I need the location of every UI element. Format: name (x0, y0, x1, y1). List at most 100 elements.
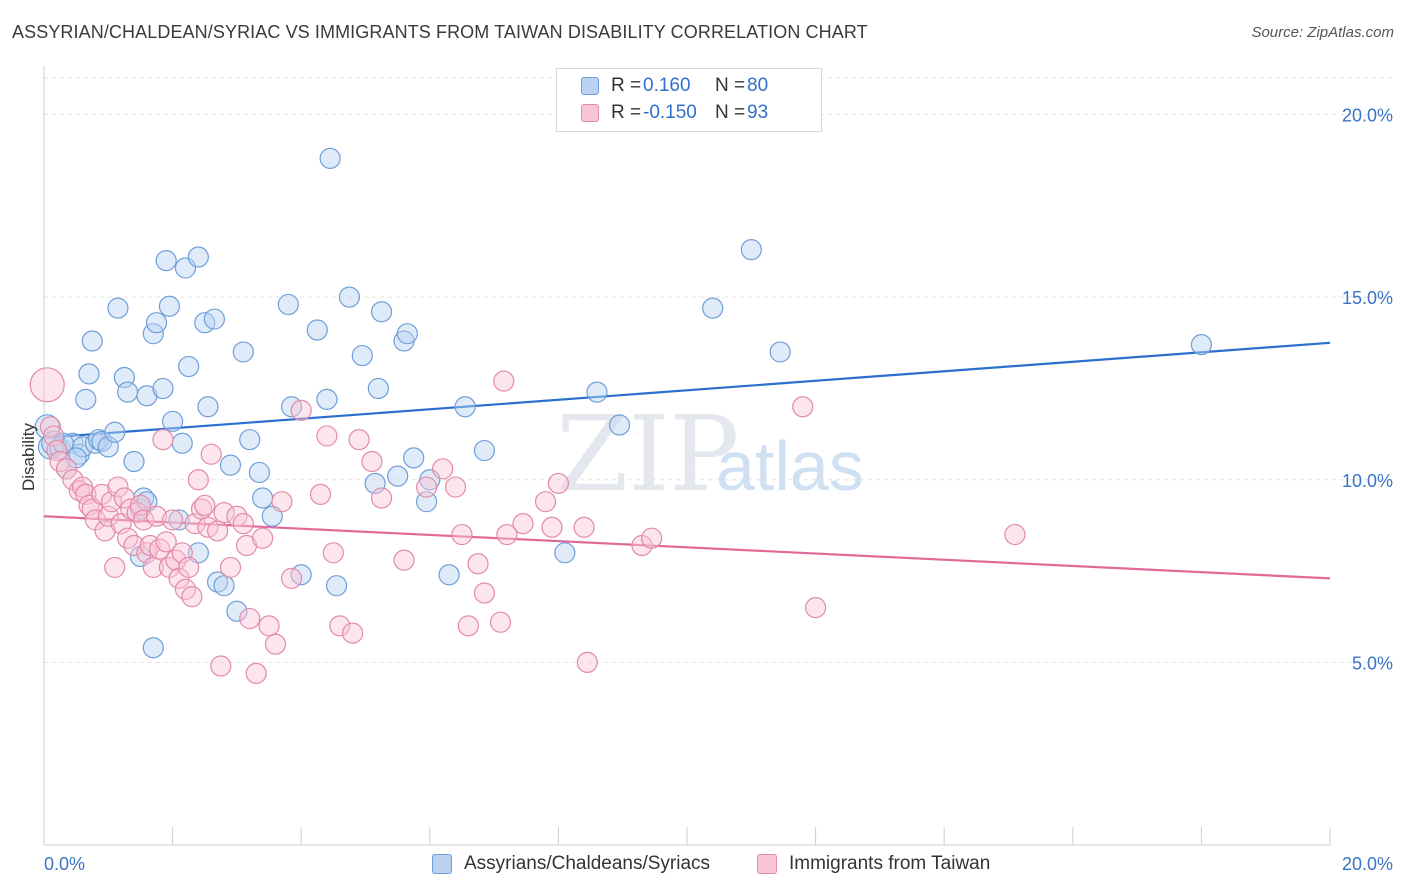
point-assyrians (226, 600, 248, 622)
point-taiwan (432, 458, 454, 480)
point-assyrians (207, 571, 229, 593)
point-assyrians (168, 509, 190, 531)
y-tick-label: 20.0% (1342, 106, 1393, 126)
point-assyrians (142, 637, 164, 659)
point-taiwan (213, 502, 235, 524)
point-taiwan (29, 367, 65, 403)
point-taiwan (162, 509, 184, 531)
bottom-legend-taiwan: Immigrants from Taiwan (757, 851, 990, 877)
point-taiwan (152, 428, 174, 451)
point-assyrians (155, 250, 177, 272)
point-taiwan (123, 534, 145, 557)
grid: 5.0% 10.0% 15.0% 20.0% (44, 77, 1395, 673)
legend-r-value: 0.160 (643, 75, 691, 96)
point-taiwan (258, 615, 280, 637)
bottom-legend-assyrians: Assyrians/Chaldeans/Syriacs (432, 851, 710, 877)
point-assyrians (123, 450, 145, 473)
point-assyrians (219, 454, 242, 476)
legend-swatch-blue (581, 77, 599, 95)
legend-n-value: 80 (747, 75, 769, 96)
legend-n-label: N = (715, 75, 746, 96)
point-taiwan (444, 476, 467, 498)
point-taiwan (547, 472, 570, 495)
point-taiwan (573, 516, 595, 538)
point-assyrians (81, 330, 103, 352)
point-assyrians (769, 341, 791, 363)
point-assyrians (351, 344, 373, 367)
point-taiwan (194, 494, 216, 516)
point-taiwan (342, 622, 364, 644)
chart-title: ASSYRIAN/CHALDEAN/SYRIAC VS IMMIGRANTS F… (12, 22, 868, 42)
data-points (29, 147, 1213, 684)
point-taiwan (316, 425, 338, 447)
point-assyrians (78, 363, 100, 385)
legend-r-label: R = (611, 75, 642, 96)
point-assyrians (158, 295, 180, 317)
point-assyrians (197, 396, 219, 418)
point-assyrians (387, 465, 409, 487)
point-taiwan (210, 655, 232, 677)
legend-n-label: N = (715, 102, 746, 123)
point-assyrians (203, 308, 225, 330)
point-taiwan (1004, 523, 1026, 546)
point-taiwan (178, 556, 200, 579)
point-assyrians (319, 147, 341, 169)
bottom-legend-swatch-blue (432, 854, 452, 874)
point-taiwan (207, 520, 229, 542)
point-taiwan (271, 491, 293, 513)
legend-row-assyrians: R = 0.160 N = 80 (581, 74, 768, 98)
point-taiwan (541, 516, 563, 538)
point-taiwan (534, 491, 557, 513)
y-tick-label: 5.0% (1352, 653, 1393, 673)
point-assyrians (116, 381, 139, 403)
point-taiwan (348, 428, 370, 451)
point-taiwan (322, 542, 344, 564)
point-taiwan (415, 476, 438, 498)
point-assyrians (107, 297, 129, 319)
point-taiwan (512, 512, 534, 535)
point-taiwan (457, 615, 479, 637)
watermark-atlas: atlas (716, 427, 864, 505)
source-label: Source: ZipAtlas.com (1251, 24, 1394, 41)
point-taiwan (576, 651, 598, 673)
point-assyrians (473, 439, 496, 462)
point-assyrians (367, 377, 389, 400)
point-assyrians (171, 432, 193, 454)
point-assyrians (702, 297, 724, 319)
point-taiwan (493, 370, 515, 392)
point-assyrians (370, 301, 393, 323)
point-taiwan (155, 531, 177, 553)
point-taiwan (804, 596, 827, 619)
point-taiwan (104, 556, 126, 579)
x-tick-label-min: 0.0% (44, 854, 85, 874)
point-taiwan (496, 523, 518, 546)
point-taiwan (245, 662, 267, 684)
axes (43, 66, 1331, 846)
point-assyrians (34, 414, 60, 440)
point-assyrians (248, 461, 271, 484)
point-taiwan (55, 458, 78, 480)
y-axis-label: Disability (19, 422, 38, 491)
y-tick-label: 15.0% (1342, 288, 1393, 308)
point-assyrians (49, 438, 71, 460)
point-taiwan (200, 443, 222, 465)
point-assyrians (306, 319, 328, 341)
point-taiwan (280, 567, 303, 589)
point-assyrians (152, 377, 174, 400)
trend-line-taiwan (43, 515, 1331, 580)
point-assyrians (277, 293, 299, 316)
point-taiwan (489, 611, 512, 633)
point-assyrians (740, 239, 762, 261)
point-taiwan (133, 509, 155, 531)
point-assyrians (252, 487, 274, 509)
point-assyrians (608, 414, 631, 436)
bottom-legend-label: Assyrians/Chaldeans/Syriacs (464, 853, 711, 874)
point-taiwan (107, 476, 129, 498)
point-assyrians (454, 396, 476, 418)
legend-n-value: 93 (747, 102, 769, 123)
point-assyrians (438, 564, 460, 586)
point-assyrians (75, 388, 97, 411)
bottom-legend-swatch-pink (757, 854, 777, 874)
point-taiwan (232, 512, 254, 535)
